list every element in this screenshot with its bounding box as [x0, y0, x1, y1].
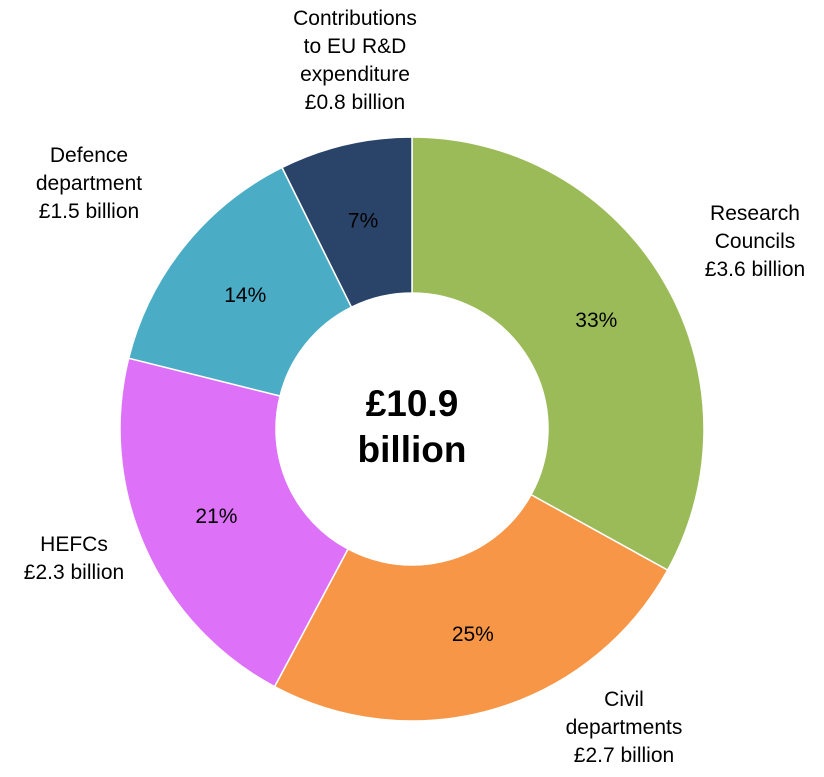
- percent-label-civil-departments: 25%: [452, 623, 494, 646]
- category-label-line: Contributions: [293, 7, 417, 30]
- category-label-line: £0.8 billion: [305, 91, 405, 114]
- category-label-line: Research: [710, 202, 800, 225]
- center-total-label: £10.9 billion: [358, 383, 467, 470]
- slices-layer: [119, 136, 705, 722]
- category-label-line: Councils: [715, 230, 796, 253]
- percent-labels-layer: 33% 25% 21% 14% 7%: [195, 210, 617, 647]
- category-label-research-councils: Research Councils £3.6 billion: [705, 202, 805, 281]
- center-total-line-2: billion: [358, 429, 467, 470]
- percent-label-hefcs: 21%: [195, 505, 237, 528]
- category-label-line: department: [36, 172, 142, 195]
- slice-research-councils: [411, 136, 705, 572]
- category-label-line: £3.6 billion: [705, 258, 805, 281]
- slice-contributions-to-eu-randd-expenditure: [281, 136, 413, 309]
- percent-label-defence-department: 14%: [224, 284, 266, 307]
- category-label-line: £2.3 billion: [24, 561, 124, 584]
- category-labels-layer: Research Councils £3.6 billion Civil departm…: [24, 7, 805, 767]
- percent-label-contributions-to-eu-randd-expenditure: 7%: [348, 210, 378, 233]
- slice-hefcs: [119, 357, 350, 688]
- category-label-civil-departments: Civil departments £2.7 billion: [566, 688, 683, 767]
- category-label-line: £2.7 billion: [574, 744, 674, 767]
- category-label-line: Civil: [604, 688, 644, 711]
- category-label-line: to EU R&D: [304, 35, 407, 58]
- category-label-line: departments: [566, 716, 683, 739]
- category-label-line: expenditure: [300, 63, 410, 86]
- category-label-line: £1.5 billion: [39, 200, 139, 223]
- center-total-line-1: £10.9: [366, 383, 459, 424]
- category-label-contributions-to-eu-randd-expenditure: Contributions to EU R&D expenditure £0.8 bi…: [293, 7, 417, 114]
- percent-label-research-councils: 33%: [575, 309, 617, 332]
- category-label-line: Defence: [50, 144, 128, 167]
- slice-civil-departments: [273, 493, 669, 722]
- category-label-defence-department: Defence department £1.5 billion: [36, 144, 142, 223]
- slice-defence-department: [127, 166, 353, 397]
- category-label-line: HEFCs: [40, 533, 108, 556]
- category-label-hefcs: HEFCs £2.3 billion: [24, 533, 124, 584]
